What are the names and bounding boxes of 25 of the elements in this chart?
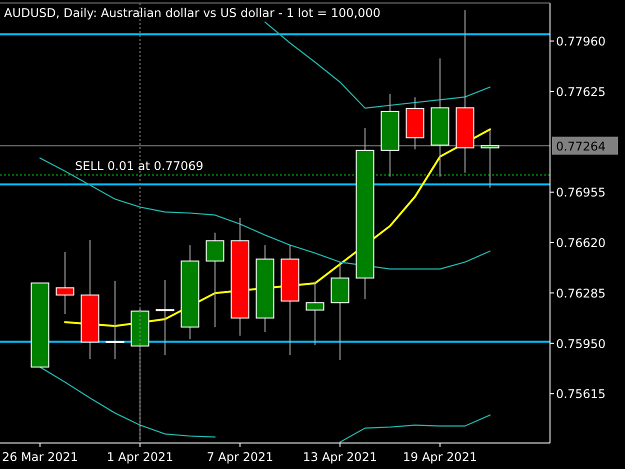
ref-line-label: 0.77264 [556, 140, 606, 154]
line-series [339, 414, 491, 443]
chart-title: AUDUSD, Daily: Australian dollar vs US dollar - 1 lot = 100,000 [4, 6, 380, 20]
x-tick-label: 26 Mar 2021 [2, 450, 78, 464]
x-tick-label: 1 Apr 2021 [106, 450, 174, 464]
candlestick [206, 232, 224, 328]
candlestick [56, 252, 74, 314]
candlestick [156, 279, 174, 356]
line-series [39, 366, 216, 438]
x-tick-label: 13 Apr 2021 [302, 450, 378, 464]
y-tick-label: 0.76285 [556, 286, 606, 300]
candlestick [306, 281, 324, 346]
line-series [39, 157, 491, 270]
candlestick [480, 130, 500, 188]
y-tick-label: 0.76955 [556, 186, 606, 200]
y-tick-label: 0.75615 [556, 387, 606, 402]
ref-line-label: SELL 0.01 at 0.77069 [75, 159, 204, 174]
y-tick-label: 0.77960 [556, 34, 606, 49]
y-tick-label: 0.75950 [556, 336, 606, 351]
y-tick-label: 0.76620 [556, 236, 606, 250]
candlestick [106, 280, 124, 360]
line-series [264, 22, 491, 109]
y-tick-label: 0.77625 [556, 84, 606, 99]
x-tick-label: 19 Apr 2021 [402, 450, 478, 464]
x-tick-label: 7 Apr 2021 [206, 450, 274, 464]
